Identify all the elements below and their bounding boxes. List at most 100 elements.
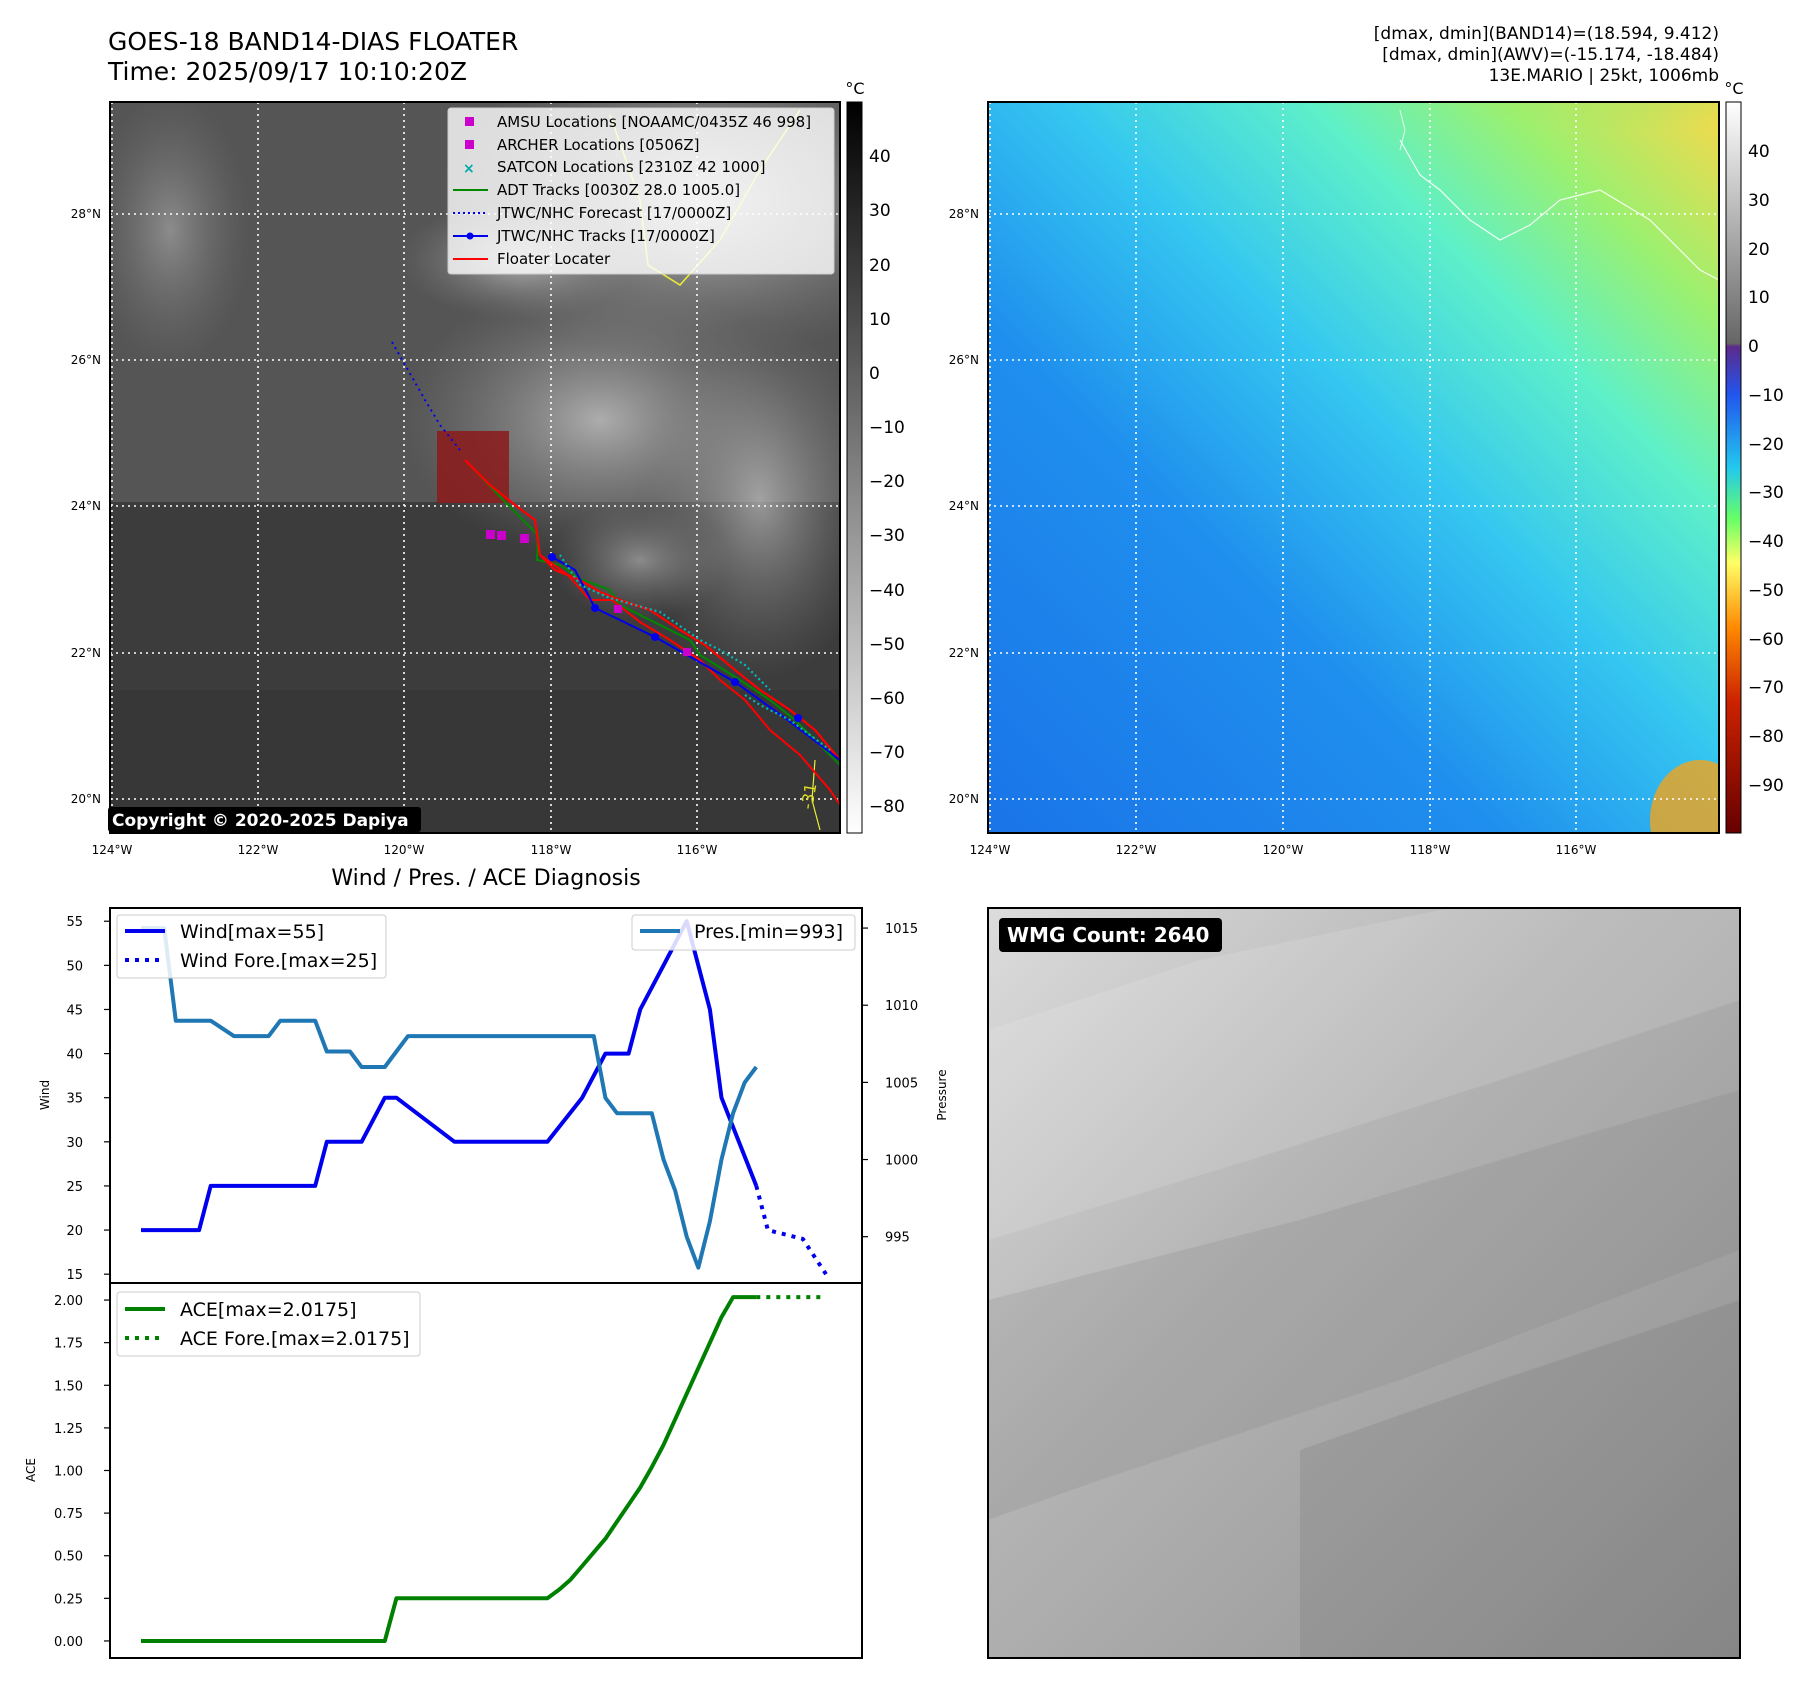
pressure-ytick-label-2: 1005 [885,1076,918,1091]
pressure-yticks: 995 1000 1005 1010 1015 [862,922,918,1246]
ace-ytick-label-3: 0.75 [54,1507,83,1522]
svg-text:122°W: 122°W [1116,843,1157,857]
wmg-frame [987,907,1741,1659]
svg-text:124°W: 124°W [970,843,1011,857]
satcon-legend-marker: × [463,161,475,177]
svg-text:−10: −10 [869,418,905,438]
legend-amsu: AMSU Locations [NOAAMC/0435Z 46 998] [497,113,811,131]
svg-text:−50: −50 [1748,581,1784,601]
figure-time: Time: 2025/09/17 10:10:20Z [107,57,467,86]
svg-text:116°W: 116°W [1556,843,1597,857]
wmg-count: WMG Count: 2640 [1007,923,1209,947]
wind-ytick-label-4: 35 [66,1092,83,1107]
svg-text:−80: −80 [1748,727,1784,747]
svg-text:−30: −30 [869,526,905,546]
legend-satcon: SATCON Locations [2310Z 42 1000] [497,158,765,176]
svg-text:−60: −60 [1748,630,1784,650]
svg-text:−20: −20 [1748,435,1784,455]
svg-text:10: 10 [869,310,891,330]
diagnosis-panel: Wind / Pres. / ACE Diagnosis 15 20 25 30 35 4… [24,866,949,1659]
svg-text:120°W: 120°W [1263,843,1304,857]
wv-map-frame [987,101,1720,834]
legend-tracks: JTWC/NHC Tracks [17/0000Z] [496,227,715,245]
svg-text:40: 40 [1748,142,1770,162]
svg-text:−20: −20 [869,472,905,492]
ir-colorbar-unit: °C [845,79,864,98]
wv-colorbar-unit: °C [1724,79,1743,98]
ace-ytick-label-8: 2.00 [54,1294,83,1309]
ace-ytick-label-0: 0.00 [54,1635,83,1650]
legend-adt: ADT Tracks [0030Z 28.0 1005.0] [497,181,740,199]
svg-text:20: 20 [869,256,891,276]
wind-ytick-label-3: 30 [66,1136,83,1151]
svg-text:40: 40 [869,147,891,167]
svg-text:28°N: 28°N [71,207,101,221]
svg-text:10: 10 [1748,288,1770,308]
ir-legend: AMSU Locations [NOAAMC/0435Z 46 998] ARC… [447,107,835,275]
svg-text:122°W: 122°W [238,843,279,857]
svg-text:−30: −30 [1748,483,1784,503]
svg-text:24°N: 24°N [949,499,979,513]
wind-plot-area [141,919,828,1276]
svg-text:−50: −50 [869,635,905,655]
svg-text:118°W: 118°W [531,843,572,857]
wind-ytick-label-1: 20 [66,1224,83,1239]
pressure-ytick-label-4: 1015 [885,922,918,937]
wind-ytick-label-2: 25 [66,1180,83,1195]
legend-wind: Wind[max=55] [180,921,324,943]
ace-ytick-label-4: 1.00 [54,1465,83,1480]
info-awv-range: [dmax, dmin](AWV)=(-15.174, -18.484) [1382,45,1719,65]
ir-tracks: -31 [391,341,840,811]
series-line-0 [141,919,759,1233]
ace-ylabel: ACE [24,1458,38,1482]
legend-wind-fore: Wind Fore.[max=25] [180,950,377,972]
svg-text:120°W: 120°W [384,843,425,857]
ir-colorbar-ticks: 40 30 20 10 0 −10 −20 −30 −40 −50 −60 −7… [869,147,905,817]
svg-text:26°N: 26°N [949,353,979,367]
ace-plot-area [141,1295,826,1643]
svg-text:−90: −90 [1748,776,1784,796]
ace-ytick-label-1: 0.25 [54,1592,83,1607]
wind-ytick-label-5: 40 [66,1048,83,1063]
ace-ytick-label-5: 1.25 [54,1422,83,1437]
satcon-markers [559,554,831,751]
ace-yticks: 0.00 0.25 0.50 0.75 1.00 1.25 1.50 1.75 2.00 [54,1294,110,1650]
wind-ylabel: Wind [38,1080,52,1110]
svg-text:116°W: 116°W [677,843,718,857]
svg-text:20°N: 20°N [949,792,979,806]
svg-text:28°N: 28°N [949,207,979,221]
svg-text:−40: −40 [1748,532,1784,552]
ir-lat-ticks: 28°N 26°N 24°N 22°N 20°N [71,207,101,806]
figure-title: GOES-18 BAND14-DIAS FLOATER [108,27,518,56]
pressure-legend: Pres.[min=993] [631,914,856,951]
svg-text:−10: −10 [1748,386,1784,406]
wind-yticks: 15 20 25 30 35 40 45 50 55 [66,915,110,1283]
archer-legend-marker [465,140,474,149]
info-storm: 13E.MARIO | 25kt, 1006mb [1489,66,1719,86]
series-line-1 [754,1185,828,1276]
pressure-ytick-label-3: 1010 [885,999,918,1014]
diagnosis-title: Wind / Pres. / ACE Diagnosis [331,866,640,891]
ir-map-panel: -31 AMSU Locations [NOAAMC/0435Z 46 998]… [71,79,905,857]
copyright-text: Copyright © 2020-2025 Dapiya [112,811,409,831]
wv-imagery [988,102,1719,833]
svg-text:30: 30 [1748,191,1770,211]
jtwc-track-points [548,553,802,722]
svg-text:−40: −40 [869,581,905,601]
floater-track [464,459,840,761]
wind-ytick-label-8: 55 [66,915,83,930]
wv-gridlines [988,102,1719,833]
amsu-legend-marker [465,117,474,126]
wv-colorbar-ticks: 40 30 20 10 0 −10 −20 −30 −40 −50 −60 −7… [1748,142,1784,796]
legend-floater: Floater Locater [497,250,611,268]
jtwc-forecast-track [391,341,461,451]
ace-ytick-label-6: 1.50 [54,1379,83,1394]
wind-ytick-label-0: 15 [66,1268,83,1283]
contour-label: -31 [797,782,820,811]
svg-text:124°W: 124°W [92,843,133,857]
amsu-markers [486,530,691,656]
legend-forecast: JTWC/NHC Forecast [17/0000Z] [496,204,731,222]
svg-text:118°W: 118°W [1410,843,1451,857]
ace-ytick-label-2: 0.50 [54,1550,83,1565]
wv-map-panel: 124°W 122°W 120°W 118°W 116°W 28°N 26°N … [949,79,1784,857]
